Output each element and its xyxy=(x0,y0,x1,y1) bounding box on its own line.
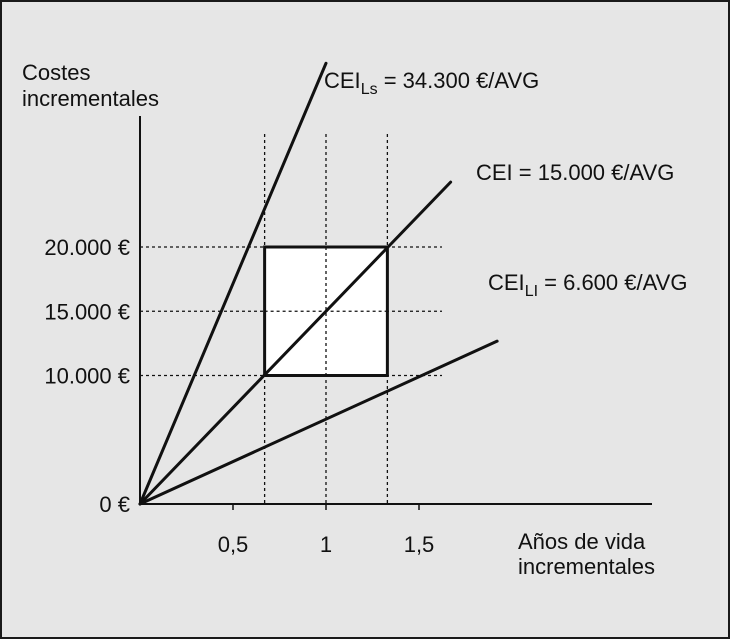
x-ticks: 0,5 1 1,5 xyxy=(218,504,435,557)
x-axis-label-line2: incrementales xyxy=(518,554,655,579)
x-tick-1: 1 xyxy=(320,532,332,557)
x-tick-1.5: 1,5 xyxy=(404,532,435,557)
x-tick-0.5: 0,5 xyxy=(218,532,249,557)
y-tick-15000: 15.000 € xyxy=(44,299,130,324)
y-axis-label-line1: Costes xyxy=(22,60,90,85)
cer-line-lower xyxy=(138,339,499,506)
cer-lines xyxy=(138,61,499,506)
y-tick-20000: 20.000 € xyxy=(44,235,130,260)
label-cei-upper: CEILs = 34.300 €/AVG xyxy=(324,68,539,98)
y-ticks: 0 € 10.000 € 15.000 € 20.000 € xyxy=(44,235,130,517)
axes xyxy=(139,116,652,505)
label-cei-lower: CEILI = 6.600 €/AVG xyxy=(488,270,687,300)
label-cei-mid: CEI = 15.000 €/AVG xyxy=(476,160,674,185)
x-axis-label-line1: Años de vida xyxy=(518,529,646,554)
cer-line-mid xyxy=(138,180,453,506)
cer-line-upper xyxy=(138,61,328,506)
y-axis-label-line2: incrementales xyxy=(22,86,159,111)
y-tick-0: 0 € xyxy=(99,492,130,517)
y-tick-10000: 10.000 € xyxy=(44,364,130,389)
